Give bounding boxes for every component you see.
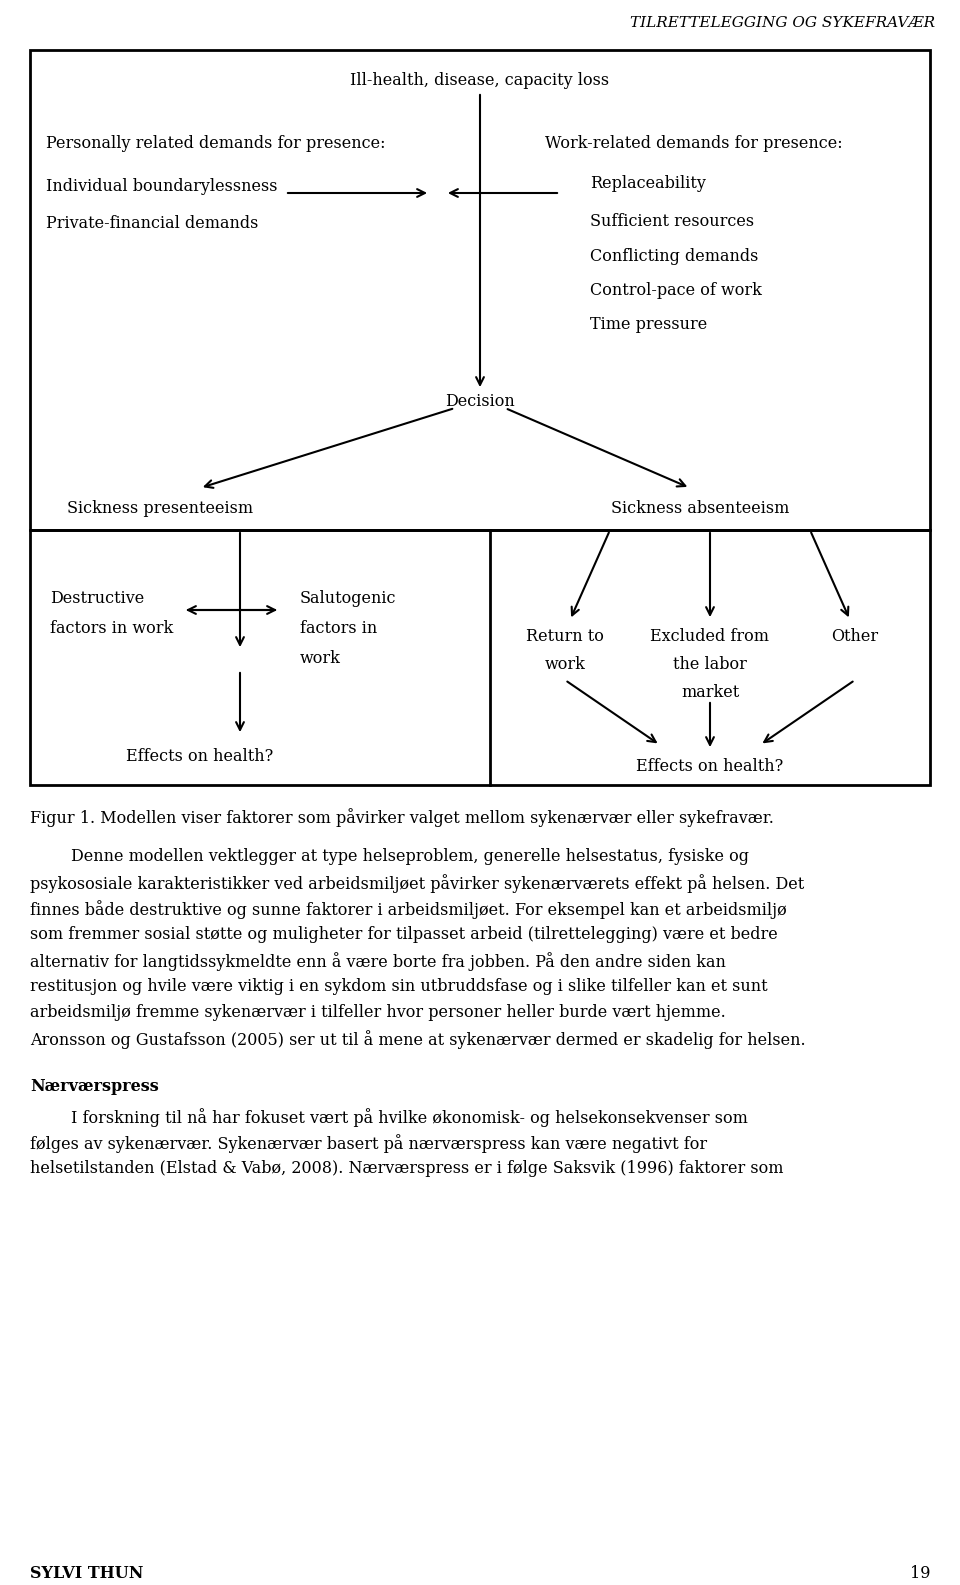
Text: Control-pace of work: Control-pace of work: [590, 282, 762, 300]
Text: Individual boundarylessness: Individual boundarylessness: [46, 178, 277, 195]
Text: Aronsson og Gustafsson (2005) ser ut til å mene at sykenærvær dermed er skadelig: Aronsson og Gustafsson (2005) ser ut til…: [30, 1030, 805, 1049]
Text: TILRETTELEGGING OG SYKEFRAVÆR: TILRETTELEGGING OG SYKEFRAVÆR: [630, 16, 935, 30]
Text: alternativ for langtidssykmeldte enn å være borte fra jobben. På den andre siden: alternativ for langtidssykmeldte enn å v…: [30, 953, 726, 972]
Text: arbeidsmiljø fremme sykenærvær i tilfeller hvor personer heller burde vært hjemm: arbeidsmiljø fremme sykenærvær i tilfell…: [30, 1003, 726, 1021]
Bar: [30, 51, 930, 529]
Text: Sickness absenteeism: Sickness absenteeism: [611, 499, 789, 517]
Text: som fremmer sosial støtte og muligheter for tilpasset arbeid (tilrettelegging) v: som fremmer sosial støtte og muligheter …: [30, 926, 778, 943]
Text: Nærværspress: Nærværspress: [30, 1078, 158, 1095]
Text: Replaceability: Replaceability: [590, 174, 706, 192]
Text: market: market: [681, 685, 739, 701]
Text: følges av sykenærvær. Sykenærvær basert på nærværspress kan være negativt for: følges av sykenærvær. Sykenærvær basert …: [30, 1133, 708, 1152]
Text: factors in work: factors in work: [50, 620, 173, 637]
Text: restitusjon og hvile være viktig i en sykdom sin utbruddsfase og i slike tilfell: restitusjon og hvile være viktig i en sy…: [30, 978, 768, 995]
Text: Sickness presenteeism: Sickness presenteeism: [67, 499, 253, 517]
Text: Time pressure: Time pressure: [590, 315, 708, 333]
Text: SYLVI THUN: SYLVI THUN: [30, 1564, 143, 1582]
Text: work: work: [300, 650, 341, 667]
Text: helsetilstanden (Elstad & Vabø, 2008). Nærværspress er i følge Saksvik (1996) fa: helsetilstanden (Elstad & Vabø, 2008). N…: [30, 1160, 783, 1178]
Text: Work-related demands for presence:: Work-related demands for presence:: [545, 135, 843, 152]
Text: Sufficient resources: Sufficient resources: [590, 212, 755, 230]
Text: psykososiale karakteristikker ved arbeidsmiljøet påvirker sykenærværets effekt p: psykososiale karakteristikker ved arbeid…: [30, 873, 804, 892]
Text: Effects on health?: Effects on health?: [127, 748, 274, 766]
Text: Figur 1. Modellen viser faktorer som påvirker valget mellom sykenærvær eller syk: Figur 1. Modellen viser faktorer som påv…: [30, 808, 774, 827]
Text: Ill-health, disease, capacity loss: Ill-health, disease, capacity loss: [350, 71, 610, 89]
Text: Salutogenic: Salutogenic: [300, 590, 396, 607]
Text: the labor: the labor: [673, 656, 747, 674]
Text: Decision: Decision: [445, 393, 515, 411]
Text: 19: 19: [909, 1564, 930, 1582]
Bar: [30, 529, 930, 785]
Text: Personally related demands for presence:: Personally related demands for presence:: [46, 135, 386, 152]
Text: Excluded from: Excluded from: [651, 628, 770, 645]
Text: Private-financial demands: Private-financial demands: [46, 216, 258, 231]
Text: I forskning til nå har fokuset vært på hvilke økonomisk- og helsekonsekvenser so: I forskning til nå har fokuset vært på h…: [30, 1108, 748, 1127]
Text: work: work: [544, 656, 586, 674]
Text: factors in: factors in: [300, 620, 377, 637]
Text: Effects on health?: Effects on health?: [636, 758, 783, 775]
Text: Other: Other: [831, 628, 878, 645]
Text: Denne modellen vektlegger at type helseproblem, generelle helsestatus, fysiske o: Denne modellen vektlegger at type helsep…: [30, 848, 749, 865]
Text: finnes både destruktive og sunne faktorer i arbeidsmiljøet. For eksempel kan et : finnes både destruktive og sunne faktore…: [30, 900, 787, 919]
Text: Return to: Return to: [526, 628, 604, 645]
Text: Destructive: Destructive: [50, 590, 144, 607]
Text: Conflicting demands: Conflicting demands: [590, 247, 758, 265]
